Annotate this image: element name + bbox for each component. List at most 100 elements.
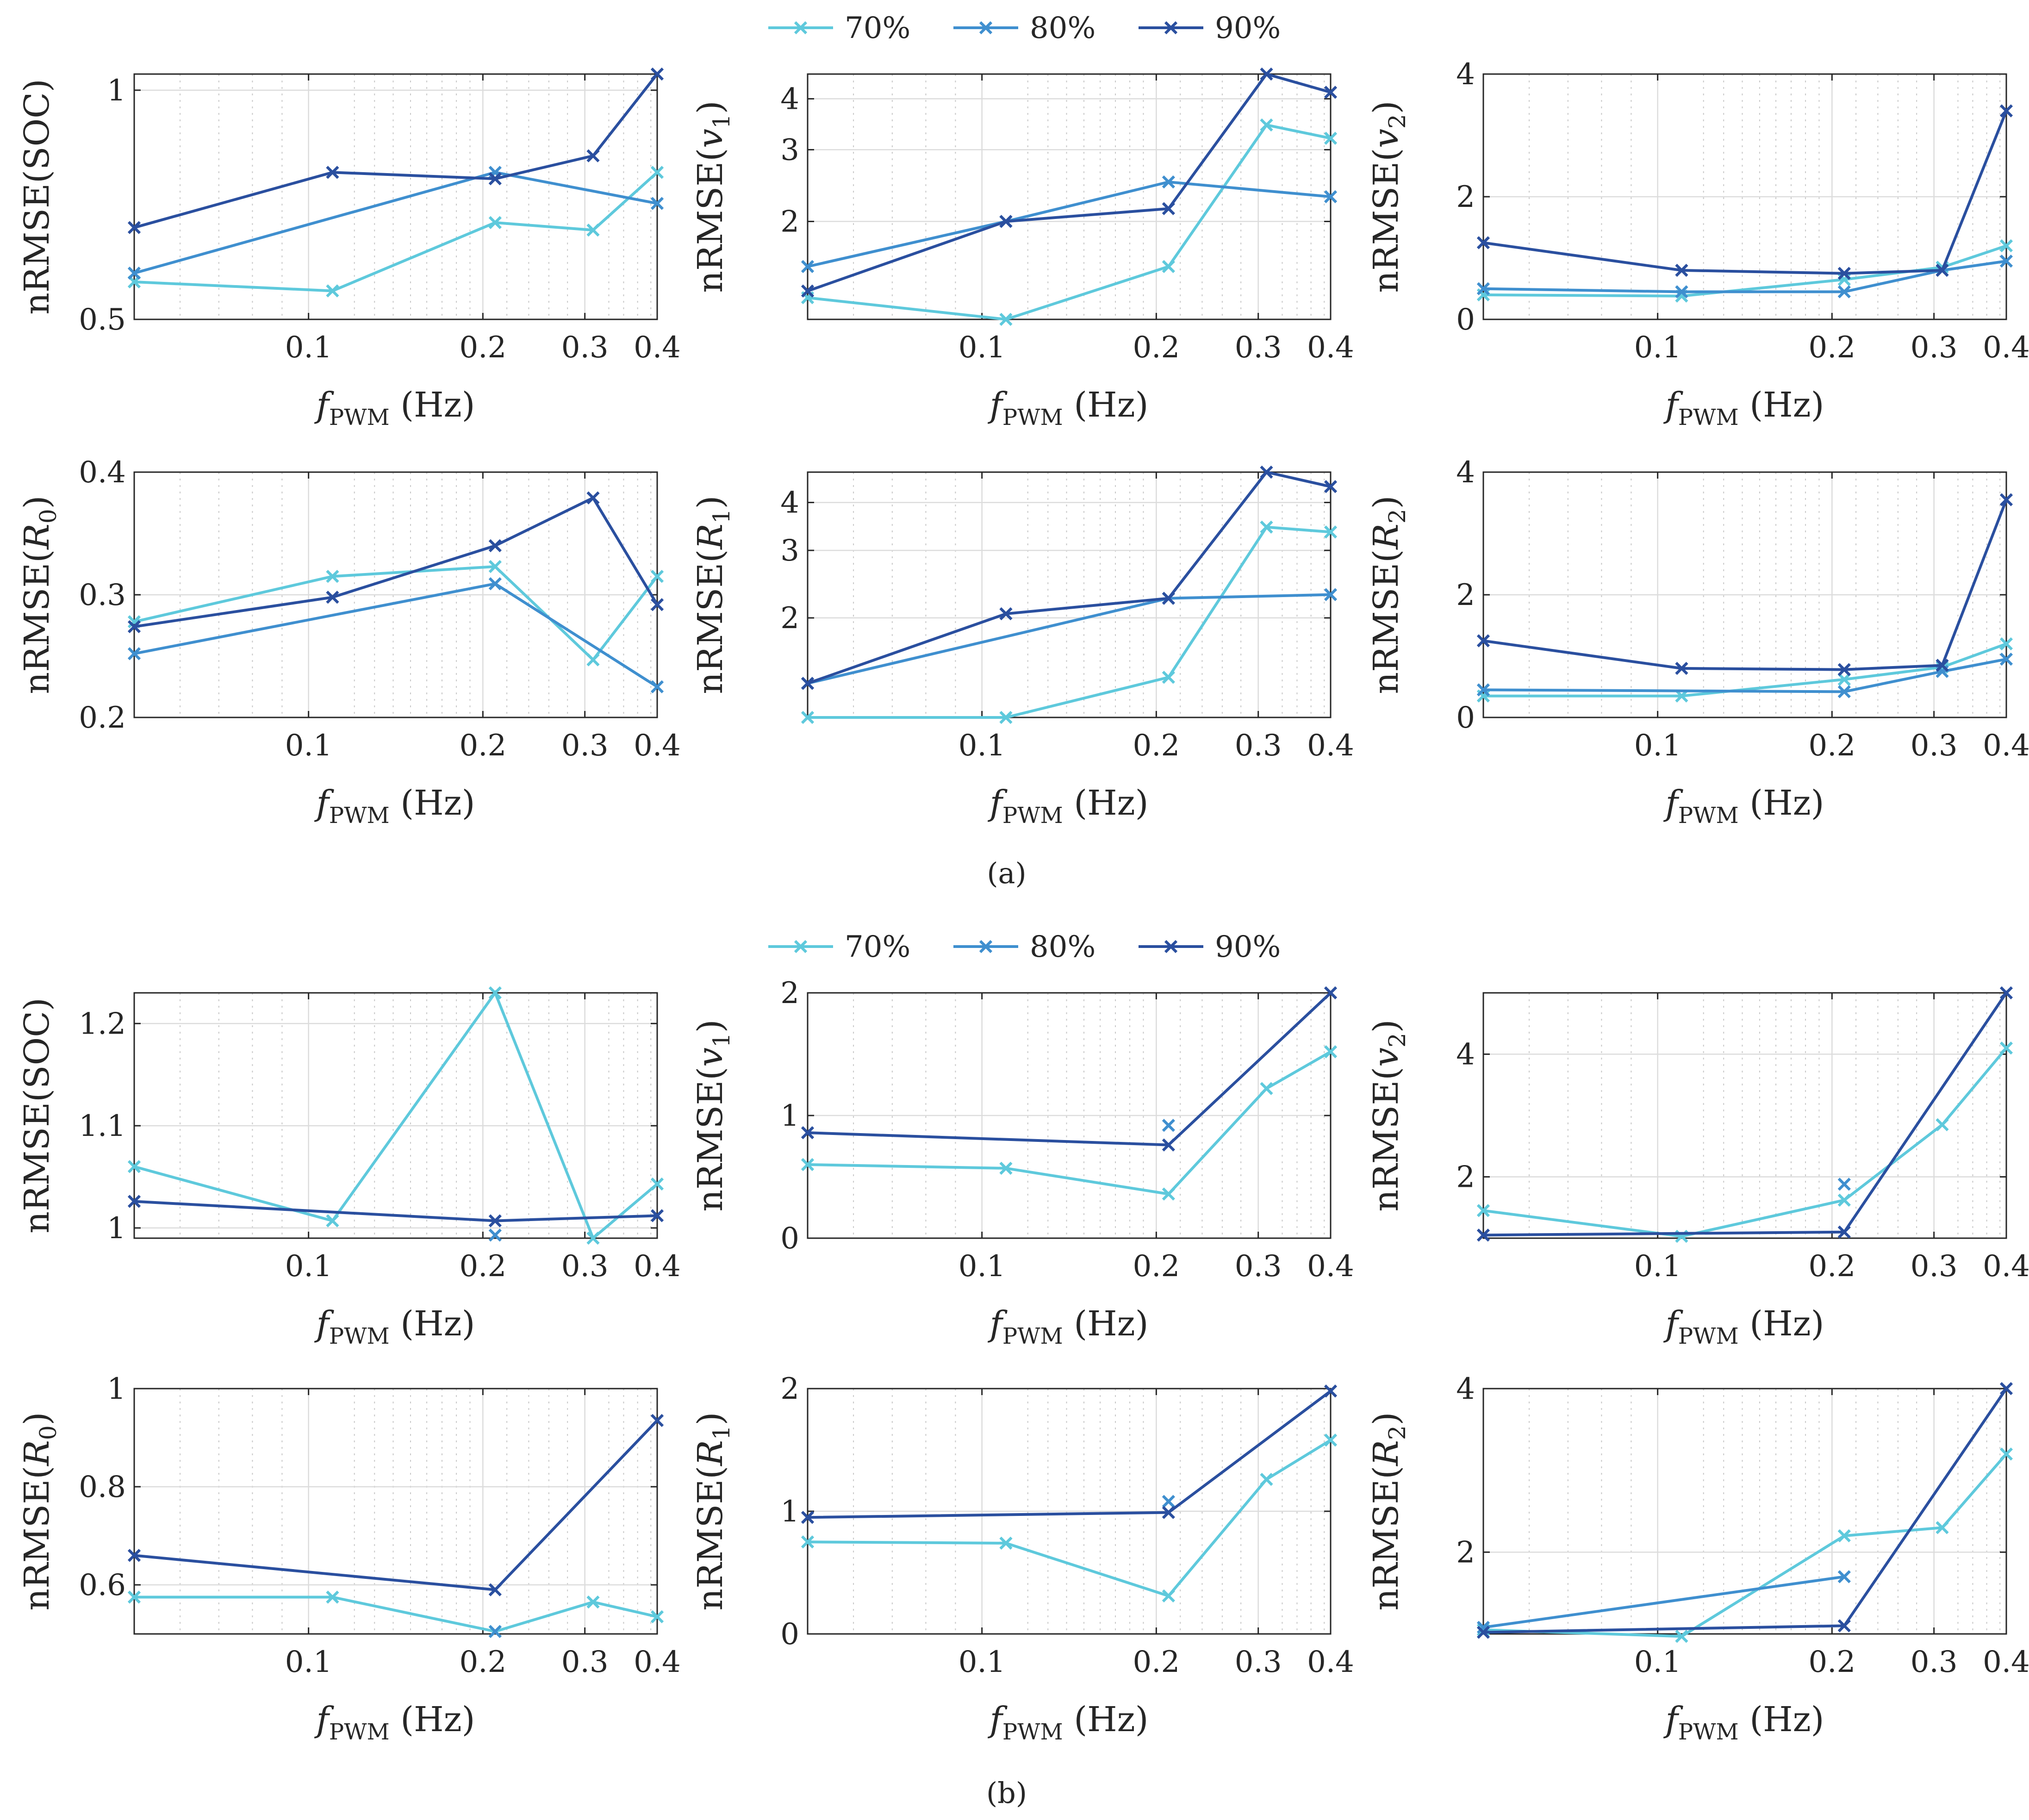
y-tick-label: 2	[1456, 180, 1475, 214]
data-point	[1675, 263, 1688, 277]
chart-a-r1: 0.1 0.2 0.3 0.4 2 3 4 fPWM (Hz) nRMSE(R1)	[691, 465, 1354, 829]
data-point	[1476, 282, 1490, 295]
data-point	[1837, 1570, 1851, 1583]
x-axis-label-unit: (Hz)	[1739, 1700, 1824, 1739]
legend-entry-90: 90%	[1139, 930, 1281, 964]
series-90pct	[127, 1414, 664, 1596]
data-point	[1162, 175, 1175, 189]
series-90pct	[127, 491, 664, 634]
legend-entry-70: 70%	[768, 930, 910, 964]
y-axis-label-prefix: nRMSE(	[1366, 549, 1406, 694]
data-point	[1324, 480, 1338, 493]
data-point	[1999, 653, 2013, 666]
series-line	[134, 565, 659, 662]
data-point	[999, 215, 1013, 228]
data-point	[488, 172, 502, 186]
x-tick-label: 0.3	[561, 729, 609, 763]
data-point	[1476, 683, 1490, 697]
data-point	[1999, 104, 2013, 118]
y-axis-label-sub: 2	[1384, 1425, 1411, 1440]
data-point	[488, 986, 502, 1000]
y-axis-label-prefix: nRMSE(	[691, 1466, 730, 1611]
y-tick-label: 0	[1456, 701, 1475, 735]
x-tick-label: 0.2	[459, 1249, 506, 1284]
series-70pct	[801, 118, 1338, 326]
data-point	[326, 570, 339, 583]
series-line	[807, 1050, 1332, 1196]
x-tick-label: 0.2	[1133, 330, 1180, 365]
data-point	[801, 1158, 815, 1172]
legend-b: 70% 80% 90%	[768, 930, 1281, 964]
x-tick-label: 0.4	[1983, 729, 2029, 763]
y-axis-label-close: )	[1366, 1412, 1406, 1425]
data-point	[586, 1231, 600, 1245]
data-point	[1324, 986, 1338, 1000]
y-tick-label: 0.2	[79, 701, 126, 735]
y-axis-label: nRMSE(v1)	[691, 100, 735, 293]
data-point	[488, 577, 502, 591]
y-tick-label: 0.6	[79, 1568, 126, 1602]
series-70pct	[127, 986, 664, 1245]
data-point	[488, 560, 502, 573]
data-point	[1837, 1529, 1851, 1543]
y-axis-label: nRMSE(v2)	[1366, 100, 1411, 293]
y-axis-label-prefix: nRMSE(	[691, 148, 730, 293]
x-axis-label-unit: (Hz)	[1063, 1700, 1149, 1739]
x-axis-label: fPWM (Hz)	[988, 1304, 1149, 1349]
data-point	[1324, 1045, 1338, 1059]
x-tick-label: 0.1	[285, 330, 332, 365]
x-tick-label: 0.3	[1911, 1645, 1958, 1679]
series-line	[134, 171, 658, 275]
y-tick-label: 2	[1456, 1160, 1475, 1195]
axes-box	[807, 73, 1332, 320]
x-axis-label-unit: (Hz)	[390, 1304, 475, 1344]
x-axis-label-sub: PWM	[1678, 1719, 1739, 1745]
x-axis-label-sub: PWM	[329, 803, 390, 829]
data-point	[1999, 239, 2013, 253]
data-point	[127, 1549, 141, 1562]
data-point	[1675, 661, 1688, 675]
y-tick-label: 1.2	[79, 1007, 126, 1041]
data-point	[1837, 1225, 1851, 1239]
x-axis-label-unit: (Hz)	[1739, 783, 1824, 823]
series-90pct	[1476, 986, 2013, 1242]
x-tick-label: 0.3	[561, 330, 609, 365]
series-line	[134, 1419, 659, 1591]
data-point	[488, 216, 502, 230]
data-point	[1999, 1041, 2013, 1055]
y-tick-label: 3	[780, 133, 799, 167]
series-80pct	[801, 588, 1338, 690]
data-point	[1837, 267, 1851, 280]
x-axis-label: fPWM (Hz)	[314, 1700, 475, 1745]
y-tick-label: 0.4	[79, 455, 126, 490]
x-tick-label: 0.4	[1307, 330, 1354, 365]
series-80pct	[1476, 653, 2013, 698]
y-axis-label-close: )	[1366, 495, 1406, 509]
series-line	[807, 991, 1332, 1147]
y-axis-label: nRMSE(R0)	[17, 495, 62, 694]
x-tick-label: 0.1	[1634, 1645, 1681, 1679]
series-80pct	[127, 577, 664, 693]
series-70pct	[801, 1045, 1338, 1201]
series-line	[134, 73, 659, 229]
data-point	[488, 539, 502, 553]
data-point	[1837, 285, 1851, 299]
caption-a: (a)	[987, 856, 1026, 890]
series-line	[807, 181, 1331, 268]
series-80pct	[801, 175, 1338, 274]
data-point	[326, 1214, 339, 1228]
data-point	[1999, 986, 2013, 1000]
data-point	[127, 1195, 141, 1208]
data-point	[1260, 67, 1273, 81]
x-axis-label: fPWM (Hz)	[988, 385, 1149, 430]
y-axis-label-close: )	[691, 100, 730, 114]
y-tick-label: 1	[107, 74, 126, 108]
legend-entry-90: 90%	[1139, 11, 1281, 45]
data-point	[1260, 118, 1273, 132]
data-point	[127, 221, 141, 234]
data-point	[801, 677, 815, 690]
x-tick-label: 0.4	[634, 330, 681, 365]
x-axis-label: fPWM (Hz)	[1663, 1304, 1824, 1349]
